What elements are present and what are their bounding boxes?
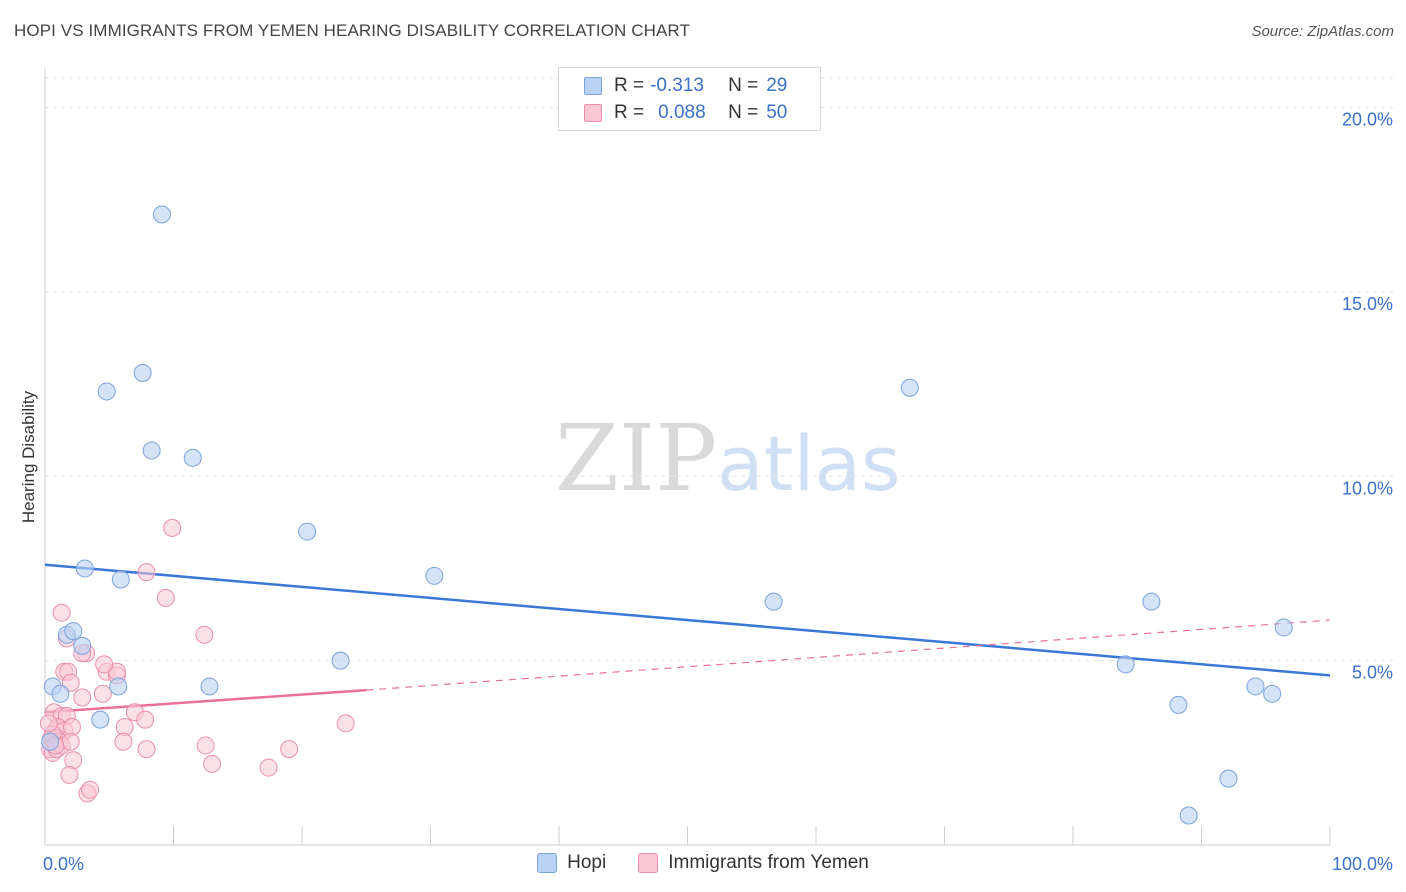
yemen-point bbox=[163, 518, 182, 537]
yemen-trend-extension bbox=[366, 619, 1331, 691]
yemen-point bbox=[61, 673, 80, 692]
legend-n-value: 50 bbox=[766, 102, 788, 123]
yemen-point bbox=[80, 780, 99, 799]
hopi-point bbox=[1142, 592, 1161, 611]
hopi-point bbox=[64, 622, 83, 641]
chart-source: Source: ZipAtlas.com bbox=[1251, 23, 1394, 40]
hopi-point bbox=[1246, 677, 1265, 696]
yemen-point bbox=[196, 736, 215, 755]
legend-label-hopi: Hopi bbox=[567, 852, 607, 873]
yemen-point bbox=[137, 563, 156, 582]
hopi-point bbox=[142, 441, 161, 460]
hopi-trend-line bbox=[44, 563, 1331, 677]
chart-title: HOPI VS IMMIGRANTS FROM YEMEN HEARING DI… bbox=[14, 21, 690, 40]
grid-lines bbox=[45, 77, 1394, 662]
y-tick-label: 10.0% bbox=[1342, 478, 1393, 498]
hopi-point bbox=[41, 732, 60, 751]
hopi-point bbox=[1179, 806, 1198, 825]
y-tick-label: 5.0% bbox=[1352, 663, 1393, 683]
legend-r-value: 0.088 bbox=[658, 102, 706, 123]
hopi-point bbox=[73, 636, 92, 655]
hopi-point bbox=[425, 566, 444, 585]
yemen-point bbox=[93, 684, 112, 703]
hopi-point bbox=[1116, 655, 1135, 674]
yemen-point bbox=[64, 751, 83, 770]
watermark: ZIP atlas bbox=[555, 405, 901, 512]
yemen-point bbox=[203, 754, 222, 773]
y-tick-label: 20.0% bbox=[1342, 110, 1393, 130]
y-tick-label: 15.0% bbox=[1342, 294, 1393, 314]
hopi-point bbox=[152, 205, 171, 224]
legend-r-value: -0.313 bbox=[650, 75, 704, 96]
hopi-point bbox=[51, 684, 70, 703]
legend-label-yemen: Immigrants from Yemen bbox=[668, 852, 869, 873]
yemen-point bbox=[137, 740, 156, 759]
legend-swatch-yemen bbox=[638, 853, 659, 873]
hopi-point bbox=[133, 364, 152, 382]
legend-item-yemen: Immigrants from Yemen bbox=[638, 852, 869, 874]
tick-labels: 5.0% 10.0% 15.0% 20.0% 0.0% 100.0% bbox=[43, 110, 1393, 875]
hopi-point bbox=[200, 677, 219, 696]
hopi-point bbox=[111, 570, 130, 589]
hopi-point bbox=[900, 378, 919, 397]
legend-n-value: 29 bbox=[766, 75, 788, 96]
yemen-point bbox=[136, 710, 155, 729]
yemen-point bbox=[52, 603, 71, 622]
series-hopi bbox=[41, 205, 1293, 825]
legend-r-label: R = bbox=[614, 75, 645, 96]
yemen-point bbox=[61, 732, 80, 751]
yemen-point bbox=[95, 655, 114, 674]
yemen-point bbox=[280, 740, 299, 759]
correlation-legend: R = -0.313 N = 29 R = 0.088 N = 50 bbox=[558, 67, 821, 131]
hopi-point bbox=[75, 559, 94, 578]
hopi-point bbox=[91, 710, 110, 729]
watermark-atlas: atlas bbox=[717, 419, 901, 508]
legend-swatch-hopi bbox=[537, 853, 558, 873]
legend-row-hopi: R = -0.313 N = 29 bbox=[584, 74, 787, 98]
yemen-point bbox=[259, 758, 278, 777]
watermark-zip: ZIP bbox=[555, 405, 717, 512]
hopi-point bbox=[331, 651, 350, 670]
legend-n-label: N = bbox=[728, 102, 759, 123]
hopi-point bbox=[109, 677, 128, 696]
yemen-point bbox=[114, 732, 133, 751]
legend-r-label: R = bbox=[614, 102, 645, 123]
hopi-point bbox=[1263, 684, 1282, 703]
legend-row-yemen: R = 0.088 N = 50 bbox=[584, 101, 787, 125]
yemen-point bbox=[73, 688, 92, 707]
hopi-point bbox=[298, 522, 317, 541]
x-tick-label: 100.0% bbox=[1332, 854, 1393, 874]
legend-swatch-hopi bbox=[584, 77, 602, 95]
hopi-point bbox=[97, 382, 116, 401]
series-legend: Hopi Immigrants from Yemen bbox=[0, 852, 1406, 874]
legend-swatch-yemen bbox=[584, 104, 602, 122]
yemen-point bbox=[60, 765, 79, 784]
hopi-point bbox=[1274, 618, 1293, 637]
hopi-point bbox=[183, 448, 202, 467]
trend-lines bbox=[44, 563, 1331, 714]
yemen-point bbox=[336, 714, 355, 733]
axes bbox=[44, 68, 1331, 846]
yemen-point bbox=[156, 588, 175, 607]
hopi-point bbox=[764, 592, 783, 611]
legend-item-hopi: Hopi bbox=[537, 852, 606, 874]
legend-n-label: N = bbox=[728, 75, 759, 96]
yemen-trend-line bbox=[44, 688, 367, 714]
yemen-point bbox=[195, 625, 214, 644]
x-tick-label: 0.0% bbox=[43, 854, 84, 874]
hopi-point bbox=[1219, 769, 1238, 788]
yemen-point bbox=[39, 714, 58, 733]
hopi-point bbox=[1169, 695, 1188, 714]
